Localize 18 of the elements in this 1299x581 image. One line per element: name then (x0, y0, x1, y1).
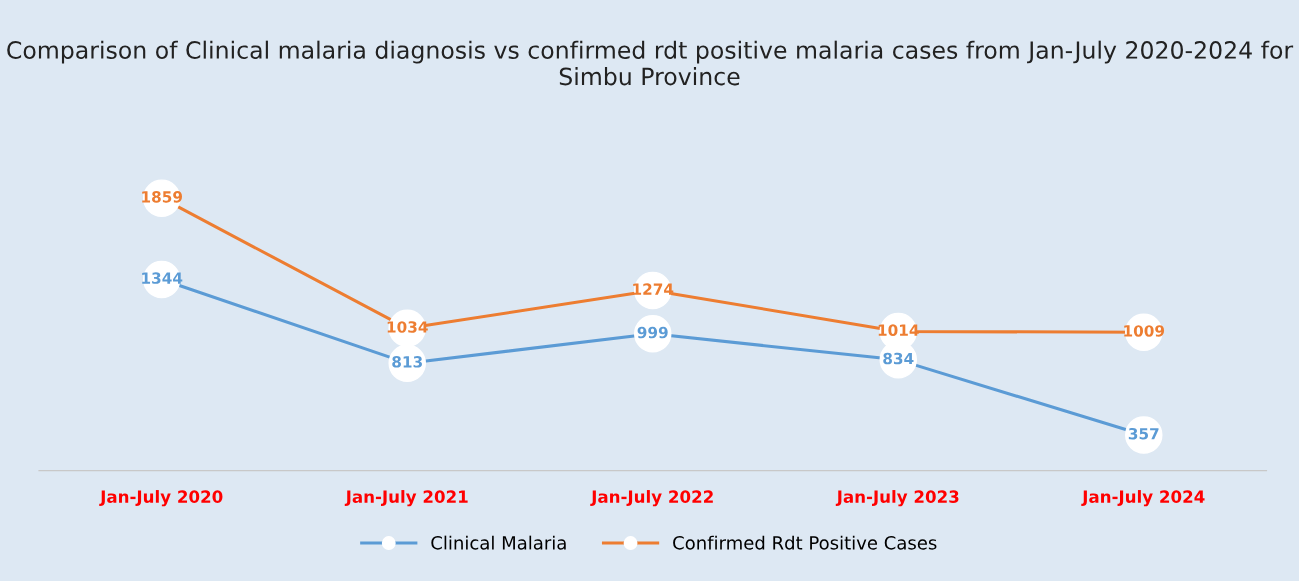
data-label: 1274 (633, 283, 674, 295)
data-label: 834 (883, 352, 914, 365)
chart-title: Comparison of Clinical malaria diagnosis vs confirmed rdt positive malaria cases from Jan-July 2020-2024 for Simbu Province (7, 40, 1294, 86)
data-label: 1344 (142, 272, 183, 284)
data-label: 999 (637, 326, 668, 339)
data-label: 1859 (142, 191, 183, 203)
x-tick-label: Jan-July 2021 (344, 490, 468, 507)
legend-label: Confirmed Rdt Positive Cases (673, 535, 937, 550)
legend-label: Clinical Malaria (431, 535, 566, 550)
x-tick-label: Jan-July 2022 (590, 490, 713, 507)
data-label: 1014 (878, 324, 919, 336)
x-tick-label: Jan-July 2020 (99, 490, 223, 507)
data-label: 357 (1128, 427, 1159, 440)
data-label: 1034 (387, 321, 428, 333)
data-label: 1009 (1124, 325, 1165, 337)
x-tick-label: Jan-July 2024 (1081, 490, 1205, 507)
data-label: 813 (392, 356, 422, 368)
x-tick-label: Jan-July 2023 (835, 490, 959, 507)
